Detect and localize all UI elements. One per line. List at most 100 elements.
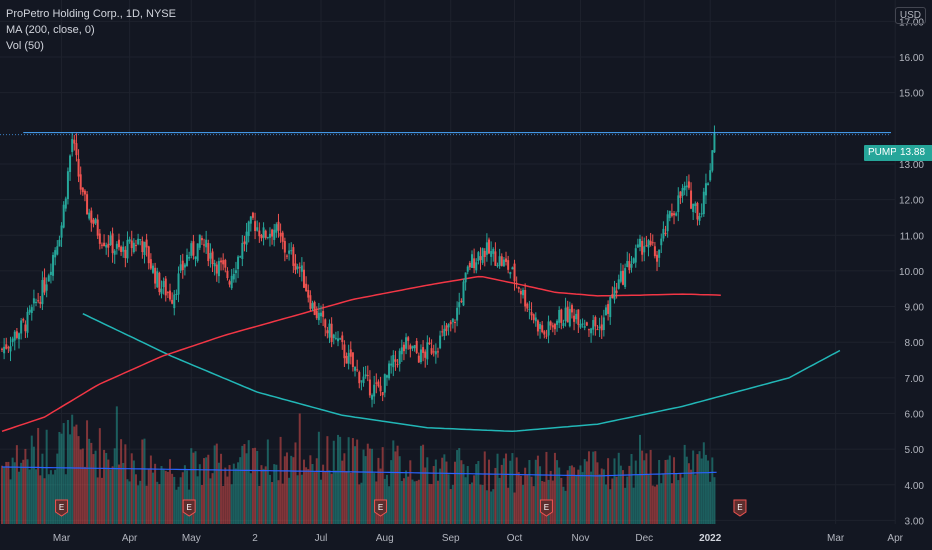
volume-bar <box>307 469 310 524</box>
candle-body <box>683 185 686 191</box>
volume-bar <box>128 481 131 524</box>
candle-body <box>628 261 631 271</box>
volume-bar <box>22 459 25 524</box>
candle-body <box>30 307 33 314</box>
candle-body <box>205 239 208 248</box>
candle-body <box>166 292 169 294</box>
currency-button[interactable]: USD <box>894 7 926 24</box>
volume-bar <box>573 467 576 524</box>
volume-bar <box>364 456 367 524</box>
volume-bar <box>453 461 456 524</box>
volume-bar <box>468 484 471 524</box>
candle-body <box>539 323 542 329</box>
volume-bar <box>545 451 548 524</box>
volume-bar <box>619 465 622 524</box>
volume-bar <box>169 459 172 524</box>
candle-body <box>62 204 65 228</box>
candle-body <box>158 272 161 293</box>
volume-bar <box>132 460 135 524</box>
symbol-title[interactable]: ProPetro Holding Corp., 1D, NYSE <box>6 8 176 20</box>
volume-bar <box>41 453 44 524</box>
volume-bar <box>251 448 254 524</box>
volume-bar <box>49 470 52 524</box>
candle-body <box>175 293 178 295</box>
earnings-icon <box>733 499 747 517</box>
candle-body <box>541 325 544 333</box>
candle-body <box>194 256 197 259</box>
volume-bar <box>400 480 403 524</box>
price-tick-label: 5.00 <box>905 445 925 456</box>
price-axis[interactable]: 17.00 16.00 15.00 13.00 12.00 11.00 10.00 9.00 8… <box>899 17 924 527</box>
volume-bar <box>658 459 661 524</box>
volume-bar <box>43 478 46 524</box>
resistance-horizontal-line[interactable] <box>0 132 891 136</box>
volume-bar <box>443 454 446 524</box>
volume-bar <box>30 435 33 524</box>
volume-bar <box>35 469 38 524</box>
volume-indicator-label[interactable]: Vol (50) <box>6 40 44 52</box>
volume-bar <box>700 458 703 524</box>
time-axis[interactable]: Mar Apr May 2 Jul Aug Sep Oct Nov Dec 2022 Mar Apr <box>53 533 904 544</box>
candle-body <box>343 344 346 359</box>
candle-body <box>405 337 408 349</box>
candle-body <box>362 376 365 384</box>
ma-indicator-label[interactable]: MA (200, close, 0) <box>6 24 95 36</box>
candle-body <box>566 306 569 323</box>
volume-bar <box>322 464 325 524</box>
volume-bar <box>394 451 397 524</box>
volume-bar <box>651 485 654 524</box>
candle-body <box>277 221 280 231</box>
volume-bar <box>428 483 431 524</box>
candle-body <box>617 279 620 289</box>
volume-bar <box>122 462 125 524</box>
candle-body <box>268 233 271 238</box>
volume-bar <box>458 448 461 524</box>
volume-bar <box>566 470 569 524</box>
candle-body <box>164 278 167 296</box>
candle-body <box>1 348 3 350</box>
volume-bar <box>405 470 408 524</box>
candle-body <box>207 242 210 262</box>
volume-bar <box>617 452 620 524</box>
volume-bar <box>568 465 571 524</box>
arc-curve-path <box>82 313 841 433</box>
volume-bar <box>337 434 340 524</box>
volume-bar <box>377 457 380 524</box>
candle-body <box>711 150 714 171</box>
volume-bar <box>388 486 391 524</box>
volume-bar <box>494 467 497 524</box>
rounded-bottom-drawing[interactable] <box>82 313 841 433</box>
volume-bar <box>488 459 491 524</box>
candle-body <box>232 273 235 280</box>
candle-body <box>581 323 584 325</box>
candle-body <box>515 283 518 285</box>
volume-bar <box>696 454 699 524</box>
volume-bar <box>507 487 510 524</box>
volume-bar <box>158 484 161 524</box>
candle-body <box>122 246 125 252</box>
candle-body <box>215 264 218 274</box>
candle-body <box>702 191 705 215</box>
candle-body <box>656 254 659 262</box>
volume-bar <box>54 469 57 524</box>
volume-bar <box>366 443 369 524</box>
volume-bar <box>549 470 552 524</box>
candle-body <box>217 261 220 277</box>
candle-body <box>181 260 184 271</box>
volume-bar <box>5 461 8 524</box>
candlesticks[interactable] <box>1 125 716 408</box>
candle-body <box>449 321 452 325</box>
candle-body <box>230 275 233 289</box>
candle-body <box>341 335 344 343</box>
volume-bar <box>254 447 257 524</box>
candle-body <box>634 248 637 263</box>
volume-bar <box>190 448 193 524</box>
candle-body <box>98 233 101 244</box>
volume-bar <box>237 462 240 524</box>
volume-bar <box>392 440 395 524</box>
candle-body <box>709 170 712 181</box>
candle-body <box>602 317 605 330</box>
volume-bar <box>600 468 603 524</box>
